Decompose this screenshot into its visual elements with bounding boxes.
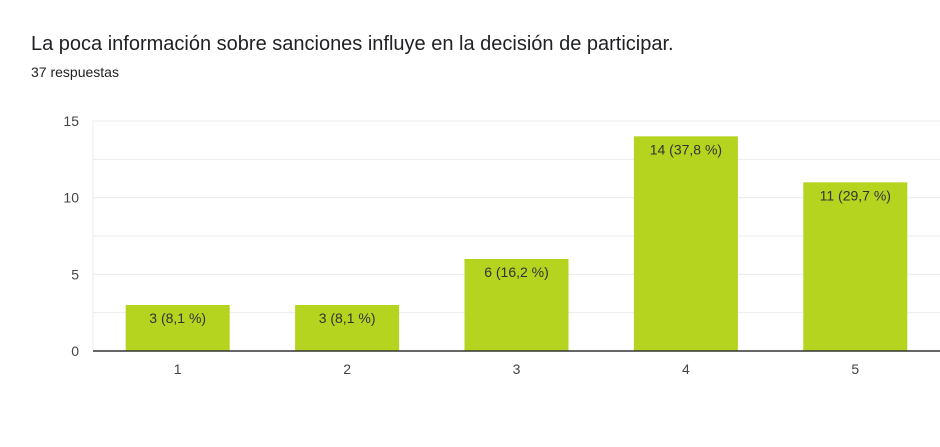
bar-5 xyxy=(803,182,908,351)
response-count: 37 respuestas xyxy=(31,64,119,80)
data-label: 3 (8,1 %) xyxy=(319,310,376,326)
data-label: 3 (8,1 %) xyxy=(149,310,206,326)
bar-1 xyxy=(125,305,230,351)
bar-2 xyxy=(295,305,400,351)
x-tick-label: 4 xyxy=(682,361,690,377)
x-tick-label: 3 xyxy=(513,361,521,377)
bar-4 xyxy=(633,136,738,351)
y-tick-label: 10 xyxy=(63,190,79,206)
x-tick-label: 2 xyxy=(343,361,351,377)
chart-title: La poca información sobre sanciones infl… xyxy=(31,33,674,55)
x-tick-label: 5 xyxy=(851,361,859,377)
y-tick-label: 5 xyxy=(71,266,79,282)
data-label: 14 (37,8 %) xyxy=(650,141,722,157)
x-tick-label: 1 xyxy=(174,361,182,377)
bar-3 xyxy=(464,259,569,351)
y-tick-label: 0 xyxy=(71,343,79,359)
data-label: 11 (29,7 %) xyxy=(820,187,891,203)
y-tick-label: 15 xyxy=(63,113,79,129)
data-label: 6 (16,2 %) xyxy=(484,264,549,280)
